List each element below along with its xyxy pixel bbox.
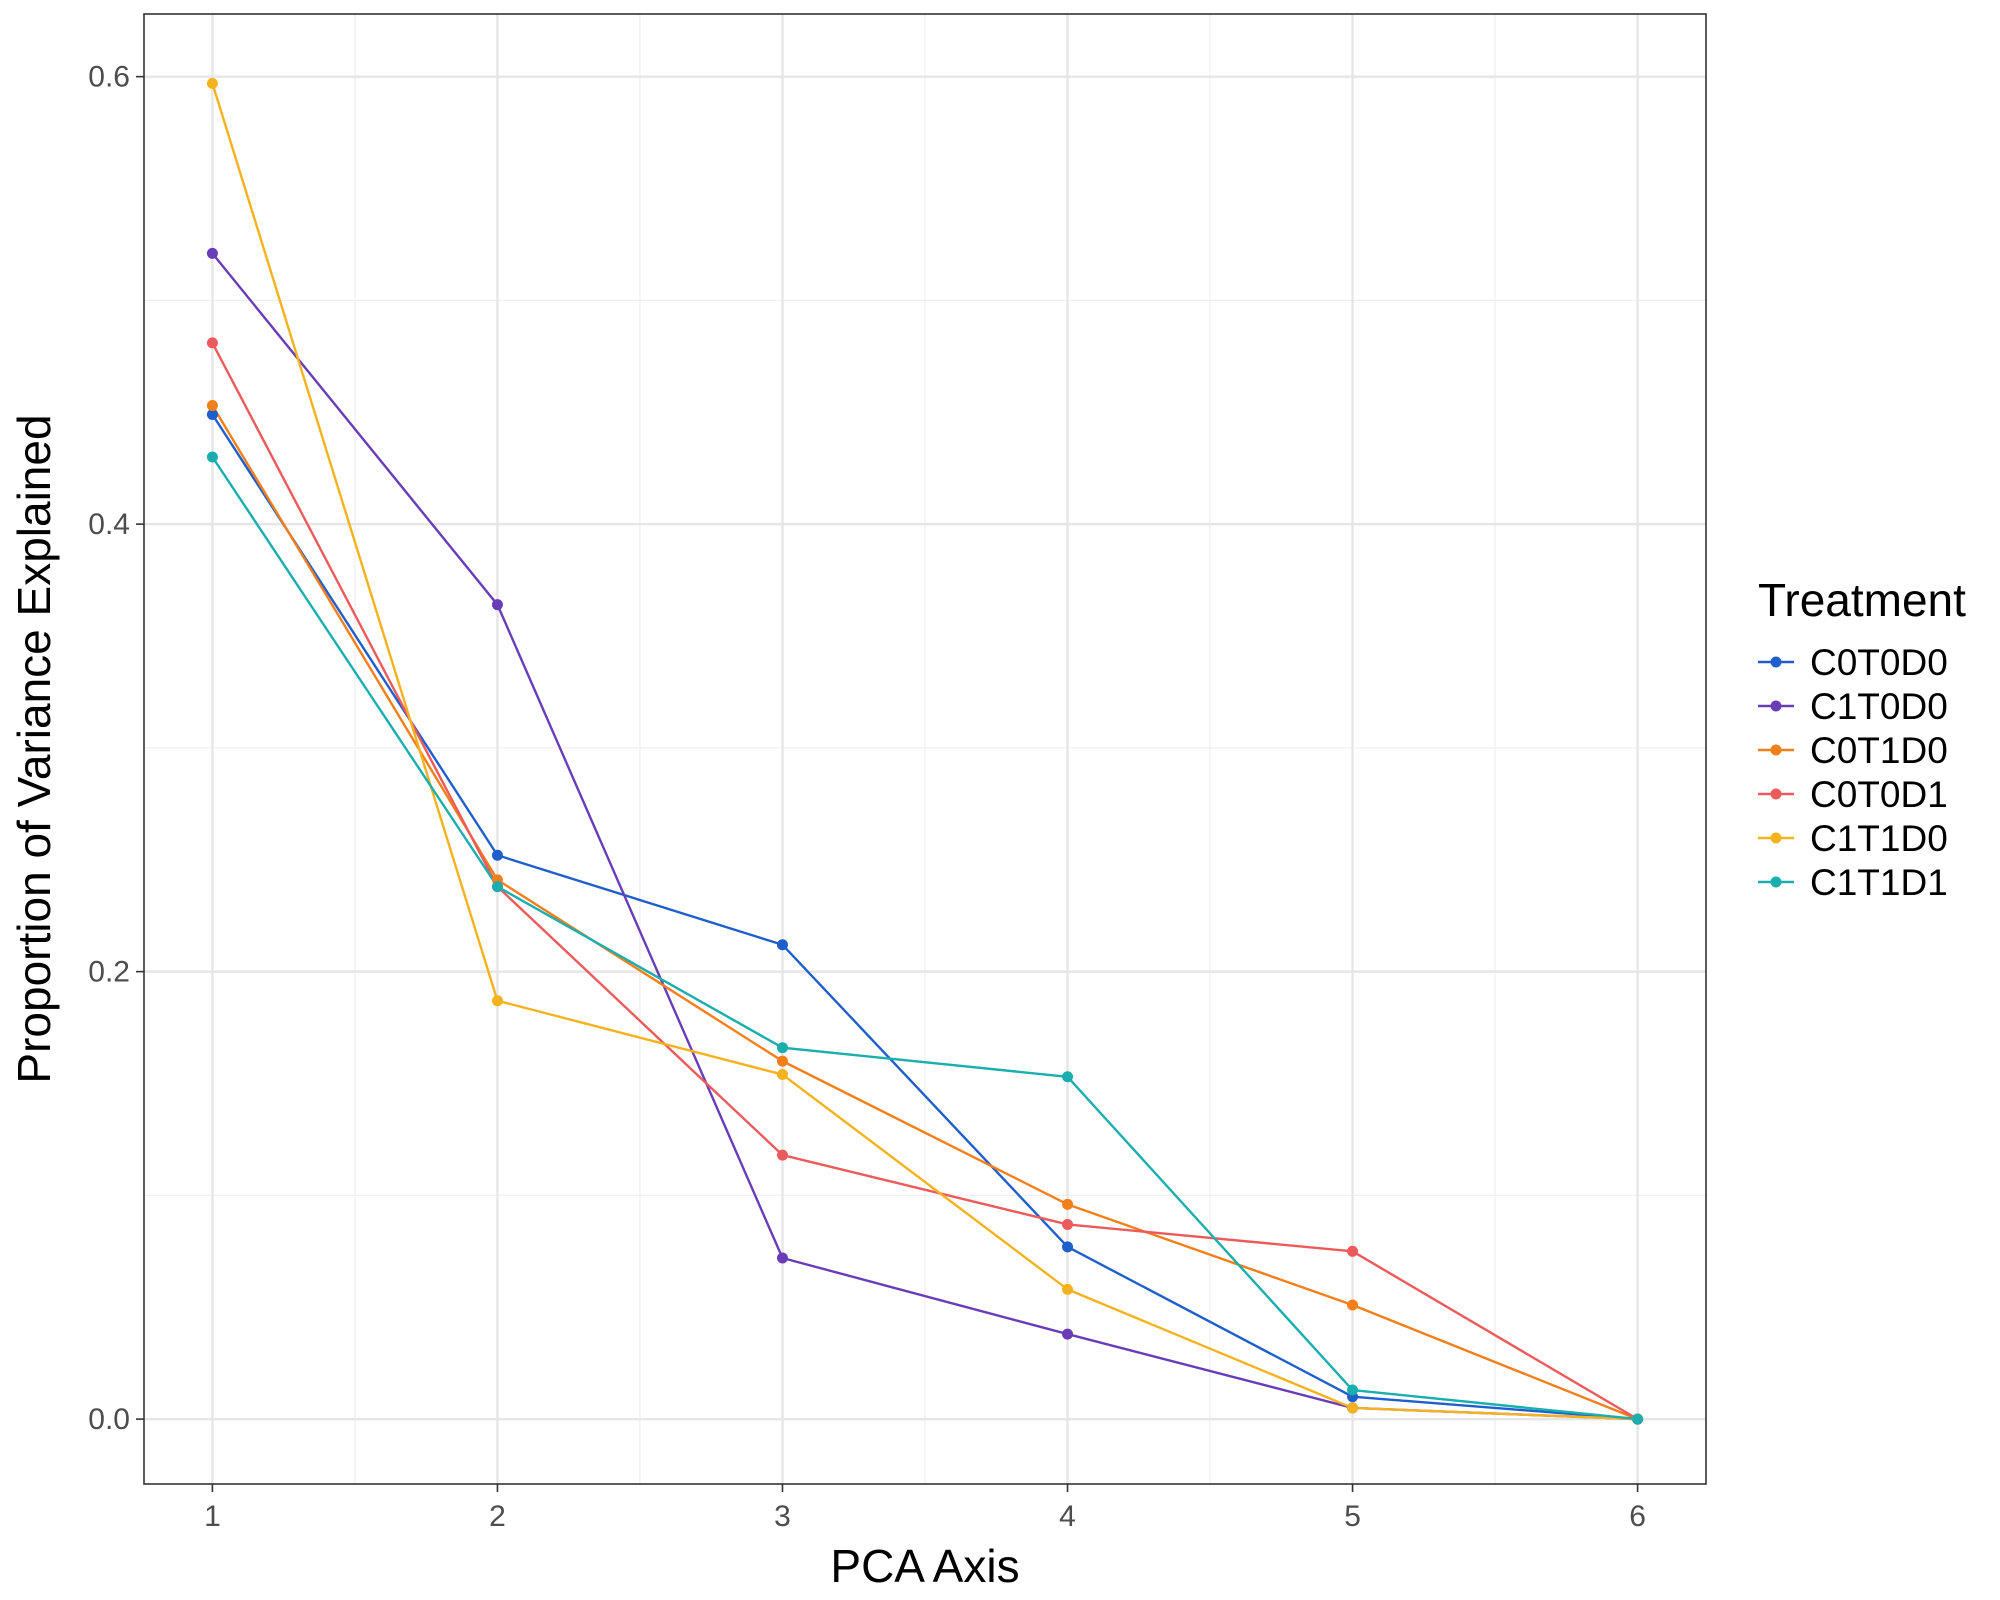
data-point-C0T0D1: [206, 337, 218, 349]
y-tick-label: 0.4: [88, 508, 130, 541]
legend-item-C0T0D1: C0T0D1: [1758, 774, 1948, 815]
data-point-C1T1D0: [206, 77, 218, 89]
x-tick-label: 3: [774, 1500, 791, 1533]
data-point-C1T1D1: [1062, 1071, 1074, 1083]
y-tick-label: 0.6: [88, 61, 130, 94]
grid-major: [144, 14, 1706, 1484]
data-point-C1T1D1: [776, 1042, 788, 1054]
data-point-C0T0D0: [206, 409, 218, 421]
x-tick-label: 6: [1629, 1500, 1646, 1533]
data-point-C1T0D0: [776, 1252, 788, 1264]
legend-label: C0T0D1: [1810, 774, 1948, 815]
series-line-C0T0D1: [211, 342, 1639, 1421]
series-layer: [206, 77, 1644, 1425]
legend-key-point: [1770, 832, 1782, 844]
series-line-C1T1D0: [211, 83, 1638, 1421]
legend-key-point: [1770, 700, 1782, 712]
data-point-C0T0D0: [491, 849, 503, 861]
data-point-C1T0D0: [1062, 1328, 1074, 1340]
x-tick-label: 1: [204, 1500, 221, 1533]
data-point-C1T1D0: [1347, 1402, 1359, 1414]
legend-key-point: [1770, 876, 1782, 888]
data-point-C1T1D1: [1632, 1413, 1644, 1425]
x-tick-label: 4: [1059, 1500, 1076, 1533]
legend-item-C1T0D0: C1T0D0: [1758, 686, 1948, 727]
legend-item-C1T1D1: C1T1D1: [1758, 862, 1948, 903]
data-point-C0T1D0: [1062, 1198, 1074, 1210]
x-tick-label: 5: [1344, 1500, 1361, 1533]
legend-item-C1T1D0: C1T1D0: [1758, 818, 1948, 859]
data-point-C0T1D0: [1347, 1299, 1359, 1311]
data-point-C0T0D0: [1062, 1241, 1074, 1253]
legend: Treatment C0T0D0C1T0D0C0T1D0C0T0D1C1T1D0…: [1758, 574, 1966, 903]
legend-label: C1T0D0: [1810, 686, 1948, 727]
legend-key-point: [1770, 788, 1782, 800]
y-tick-label: 0.0: [88, 1403, 130, 1436]
legend-item-C0T0D0: C0T0D0: [1758, 642, 1948, 683]
data-point-C1T1D1: [1347, 1384, 1359, 1396]
legend-title: Treatment: [1758, 574, 1966, 626]
data-point-C1T0D0: [206, 247, 218, 259]
legend-label: C1T1D0: [1810, 818, 1948, 859]
data-point-C0T1D0: [206, 400, 218, 412]
y-axis-title: Proportion of Variance Explained: [8, 414, 60, 1083]
legend-key-point: [1770, 656, 1782, 668]
legend-key-point: [1770, 744, 1782, 756]
legend-label: C0T0D0: [1810, 642, 1948, 683]
legend-label: C1T1D1: [1810, 862, 1948, 903]
data-point-C1T1D0: [776, 1069, 788, 1081]
x-axis-title: PCA Axis: [830, 1540, 1019, 1592]
y-tick-label: 0.2: [88, 956, 130, 989]
x-axis: 1 2 3 4 5 6: [204, 1484, 1646, 1533]
data-point-C0T0D1: [776, 1149, 788, 1161]
data-point-C0T0D1: [1347, 1245, 1359, 1257]
data-point-C1T1D1: [206, 451, 218, 463]
data-point-C1T1D0: [491, 995, 503, 1007]
y-axis: 0.0 0.2 0.4 0.6: [88, 61, 144, 1436]
data-point-C1T1D1: [491, 881, 503, 893]
data-point-C0T0D1: [1062, 1218, 1074, 1230]
data-point-C0T0D0: [776, 939, 788, 951]
data-point-C1T0D0: [491, 599, 503, 611]
x-tick-label: 2: [489, 1500, 506, 1533]
series-line-C1T1D1: [211, 456, 1638, 1421]
data-point-C0T1D0: [776, 1055, 788, 1067]
legend-item-C0T1D0: C0T1D0: [1758, 730, 1948, 771]
series-line-C0T1D0: [211, 404, 1639, 1421]
legend-label: C0T1D0: [1810, 730, 1948, 771]
data-point-C1T1D0: [1062, 1283, 1074, 1295]
plot-border: [143, 13, 1707, 1485]
series-line-C0T0D0: [211, 413, 1638, 1421]
